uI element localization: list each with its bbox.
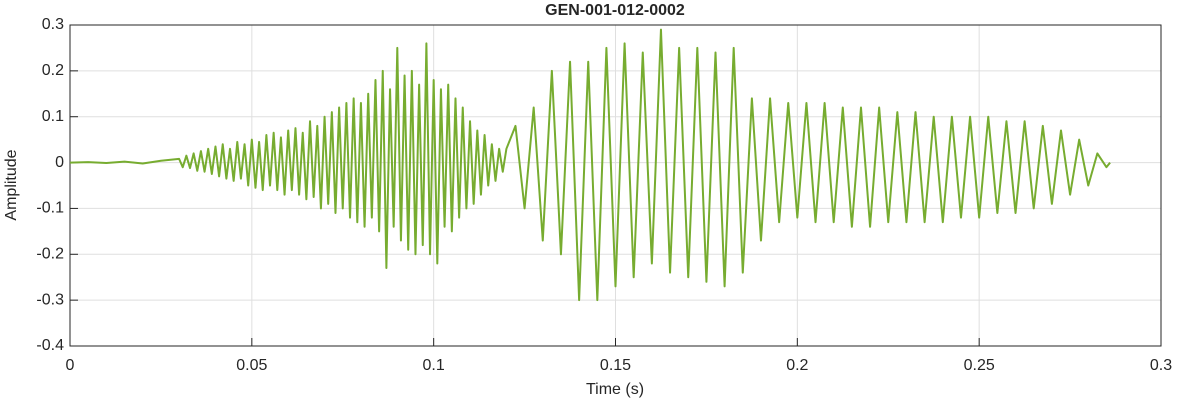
y-tick-label: -0.4 bbox=[36, 337, 64, 354]
y-tick-label: 0.1 bbox=[42, 108, 64, 125]
x-tick-label: 0.3 bbox=[1150, 357, 1172, 374]
y-tick-label: -0.1 bbox=[36, 200, 64, 217]
y-tick-label: -0.2 bbox=[36, 246, 64, 263]
chart-title: GEN-001-012-0002 bbox=[545, 2, 685, 19]
x-axis-label: Time (s) bbox=[586, 381, 644, 398]
y-tick-label: -0.3 bbox=[36, 291, 64, 308]
y-axis-label: Amplitude bbox=[3, 149, 20, 220]
x-tick-label: 0.05 bbox=[236, 357, 267, 374]
y-tick-label: 0.2 bbox=[42, 62, 64, 79]
plot-frame bbox=[69, 24, 1162, 347]
x-tick-label: 0.2 bbox=[786, 357, 808, 374]
y-tick-label: 0.3 bbox=[42, 16, 64, 33]
x-tick-label: 0 bbox=[66, 357, 75, 374]
x-tick-label: 0.25 bbox=[964, 357, 995, 374]
y-tick-label: 0 bbox=[55, 154, 64, 171]
x-tick-label: 0.1 bbox=[423, 357, 445, 374]
waveform-line bbox=[69, 28, 1111, 302]
x-tick-label: 0.15 bbox=[600, 357, 631, 374]
